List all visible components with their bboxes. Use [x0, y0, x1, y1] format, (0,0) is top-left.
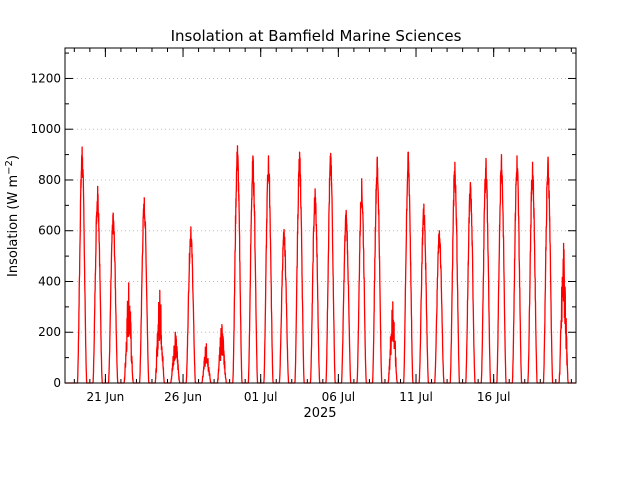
daily-peak-point [438, 230, 440, 232]
daily-peak-point [267, 155, 270, 157]
daily-peak-point [407, 151, 409, 153]
insolation-line [65, 145, 576, 384]
x-axis-ticks: 21 Jun 26 Jun 01 Jul 06 Jul 11 Jul 16 Jul [73, 48, 572, 404]
chart-title: Insolation at Bamfield Marine Sciences [171, 27, 462, 45]
x-tick-label: 11 Jul [399, 390, 433, 404]
x-tick-label: 06 Jul [322, 390, 356, 404]
daily-peak-point [81, 146, 83, 148]
insolation-series [65, 145, 576, 384]
y-axis-ticks: 0 200 400 600 800 1000 1200 [30, 52, 576, 390]
daily-peak-point [128, 282, 130, 284]
daily-peak-point [500, 154, 502, 156]
daily-peak-point [298, 151, 301, 153]
plot-frame [64, 47, 577, 384]
daily-peak-point [563, 242, 565, 244]
daily-peak-point [485, 157, 487, 159]
y-tick-label: 1200 [30, 71, 61, 85]
x-tick-label: 26 Jun [164, 390, 202, 404]
x-axis-label: 2025 [303, 406, 336, 421]
daily-peak-point [454, 161, 456, 163]
daily-peak-point [221, 324, 223, 326]
daily-peak-point [361, 178, 363, 180]
daily-peak-point [531, 161, 534, 163]
y-tick-label: 600 [38, 224, 61, 238]
daily-peak-point [516, 155, 518, 157]
daily-peak-point [174, 331, 176, 333]
daily-peak-point [547, 156, 549, 158]
daily-peak-point [205, 343, 207, 345]
daily-peak-point [469, 181, 471, 184]
y-axis-label: Insolation (W m−2) [4, 155, 21, 277]
x-tick-label: 21 Jun [86, 390, 124, 404]
daily-peak-point [345, 209, 347, 211]
y-tick-label: 0 [53, 376, 61, 390]
daily-peak-point [112, 212, 114, 214]
daily-peak-point [314, 188, 316, 190]
daily-peak-point [236, 145, 238, 147]
daily-peak-point [97, 185, 99, 187]
daily-peak-point [423, 203, 425, 205]
daily-peak-point [190, 226, 192, 228]
daily-peak-point [283, 228, 285, 231]
y-tick-label: 400 [38, 274, 61, 288]
daily-peak-point [159, 289, 161, 291]
y-tick-label: 200 [38, 325, 61, 339]
x-tick-label: 01 Jul [244, 390, 278, 404]
daily-peak-point [376, 156, 378, 158]
daily-peak-point [392, 301, 394, 303]
y-tick-label: 800 [38, 173, 61, 187]
daily-peak-point [330, 152, 332, 154]
y-tick-label: 1000 [30, 122, 61, 136]
daily-peak-point [143, 197, 145, 199]
daily-peak-point [252, 155, 254, 157]
x-tick-label: 16 Jul [477, 390, 511, 404]
